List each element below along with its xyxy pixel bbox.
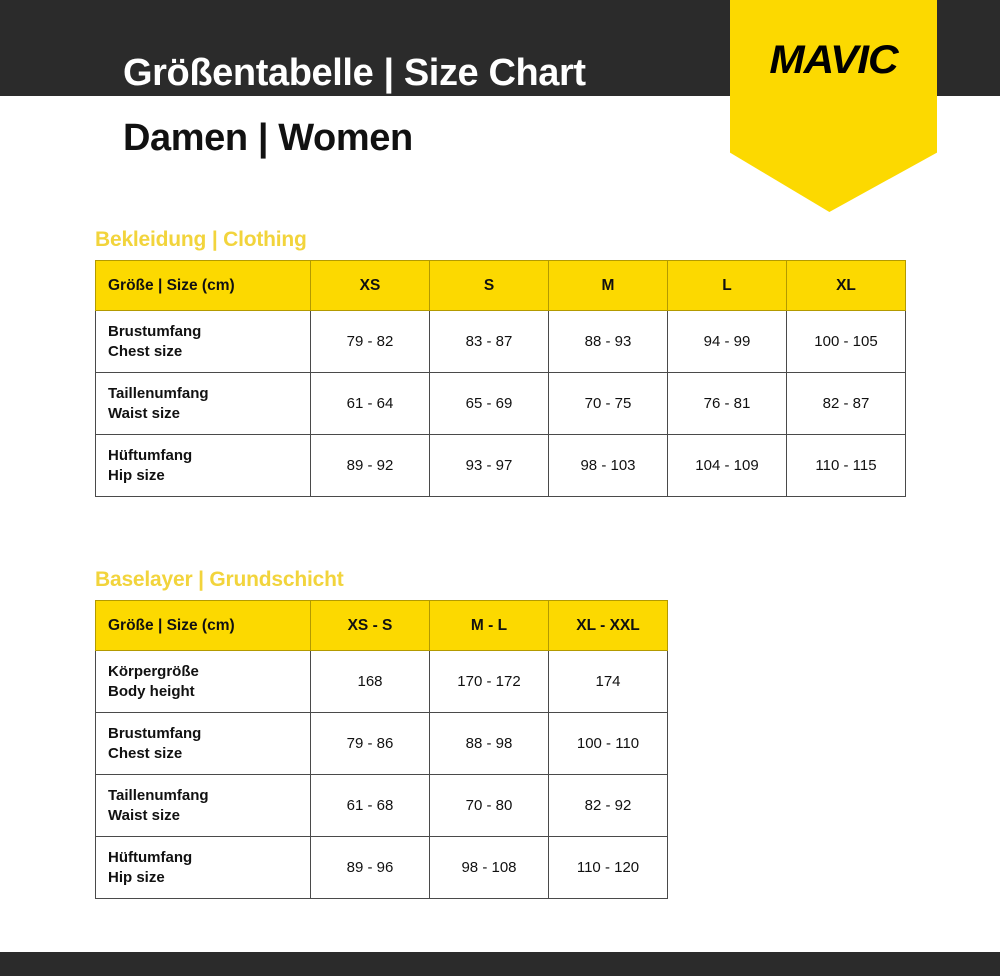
cell-value: 104 - 109 [667, 434, 787, 497]
row-label-en: Hip size [108, 868, 165, 886]
table-header-row: Größe | Size (cm) XS S M L XL [95, 260, 906, 311]
page-subtitle: Damen | Women [123, 117, 413, 159]
baselayer-size-table: Größe | Size (cm) XS - S M - L XL - XXL … [95, 600, 668, 899]
cell-value: 65 - 69 [429, 372, 549, 435]
column-header-m-l: M - L [429, 600, 549, 651]
table-row: Brustumfang Chest size 79 - 86 88 - 98 1… [95, 712, 668, 775]
row-label-en: Hip size [108, 466, 165, 484]
cell-value: 79 - 82 [310, 310, 430, 373]
row-label-en: Waist size [108, 806, 180, 824]
row-label-de: Taillenumfang [108, 385, 209, 403]
table-row: Brustumfang Chest size 79 - 82 83 - 87 8… [95, 310, 906, 373]
row-label-chest: Brustumfang Chest size [95, 310, 311, 373]
column-header-xl-xxl: XL - XXL [548, 600, 668, 651]
cell-value: 110 - 115 [786, 434, 906, 497]
cell-value: 100 - 105 [786, 310, 906, 373]
cell-value: 100 - 110 [548, 712, 668, 775]
section-heading-clothing: Bekleidung | Clothing [95, 228, 307, 251]
page-title: Größentabelle | Size Chart [123, 52, 586, 94]
cell-value: 76 - 81 [667, 372, 787, 435]
row-label-en: Chest size [108, 342, 183, 360]
cell-value: 88 - 98 [429, 712, 549, 775]
row-label-de: Taillenumfang [108, 787, 209, 805]
clothing-size-table: Größe | Size (cm) XS S M L XL Brustumfan… [95, 260, 906, 497]
table-row: Taillenumfang Waist size 61 - 64 65 - 69… [95, 372, 906, 435]
row-label-de: Körpergröße [108, 663, 199, 681]
row-label-de: Brustumfang [108, 323, 202, 341]
mavic-logo-banner: MAVIC [730, 0, 937, 212]
cell-value: 170 - 172 [429, 650, 549, 713]
cell-value: 93 - 97 [429, 434, 549, 497]
footer-bar [0, 952, 1000, 976]
column-header-size-label: Größe | Size (cm) [95, 600, 311, 651]
column-header-size-label: Größe | Size (cm) [95, 260, 311, 311]
mavic-wordmark: MAVIC [769, 38, 898, 82]
row-label-waist: Taillenumfang Waist size [95, 774, 311, 837]
cell-value: 168 [310, 650, 430, 713]
row-label-de: Hüftumfang [108, 447, 193, 465]
column-header-l: L [667, 260, 787, 311]
table-header-row: Größe | Size (cm) XS - S M - L XL - XXL [95, 600, 668, 651]
table-row: Taillenumfang Waist size 61 - 68 70 - 80… [95, 774, 668, 837]
cell-value: 79 - 86 [310, 712, 430, 775]
cell-value: 83 - 87 [429, 310, 549, 373]
cell-value: 61 - 64 [310, 372, 430, 435]
table-row: Hüftumfang Hip size 89 - 96 98 - 108 110… [95, 836, 668, 899]
column-header-xl: XL [786, 260, 906, 311]
cell-value: 82 - 87 [786, 372, 906, 435]
row-label-waist: Taillenumfang Waist size [95, 372, 311, 435]
column-header-xs: XS [310, 260, 430, 311]
cell-value: 88 - 93 [548, 310, 668, 373]
cell-value: 110 - 120 [548, 836, 668, 899]
cell-value: 98 - 103 [548, 434, 668, 497]
row-label-en: Waist size [108, 404, 180, 422]
row-label-body-height: Körpergröße Body height [95, 650, 311, 713]
row-label-en: Body height [108, 682, 195, 700]
row-label-hip: Hüftumfang Hip size [95, 434, 311, 497]
cell-value: 82 - 92 [548, 774, 668, 837]
table-row: Körpergröße Body height 168 170 - 172 17… [95, 650, 668, 713]
cell-value: 61 - 68 [310, 774, 430, 837]
section-clothing: Bekleidung | Clothing Größe | Size (cm) … [95, 228, 906, 497]
cell-value: 94 - 99 [667, 310, 787, 373]
column-header-m: M [548, 260, 668, 311]
column-header-xs-s: XS - S [310, 600, 430, 651]
section-heading-baselayer: Baselayer | Grundschicht [95, 568, 344, 591]
row-label-de: Hüftumfang [108, 849, 193, 867]
section-baselayer: Baselayer | Grundschicht Größe | Size (c… [95, 568, 668, 899]
cell-value: 98 - 108 [429, 836, 549, 899]
row-label-hip: Hüftumfang Hip size [95, 836, 311, 899]
row-label-en: Chest size [108, 744, 183, 762]
row-label-chest: Brustumfang Chest size [95, 712, 311, 775]
cell-value: 89 - 92 [310, 434, 430, 497]
cell-value: 89 - 96 [310, 836, 430, 899]
row-label-de: Brustumfang [108, 725, 202, 743]
cell-value: 70 - 75 [548, 372, 668, 435]
cell-value: 174 [548, 650, 668, 713]
table-row: Hüftumfang Hip size 89 - 92 93 - 97 98 -… [95, 434, 906, 497]
cell-value: 70 - 80 [429, 774, 549, 837]
column-header-s: S [429, 260, 549, 311]
